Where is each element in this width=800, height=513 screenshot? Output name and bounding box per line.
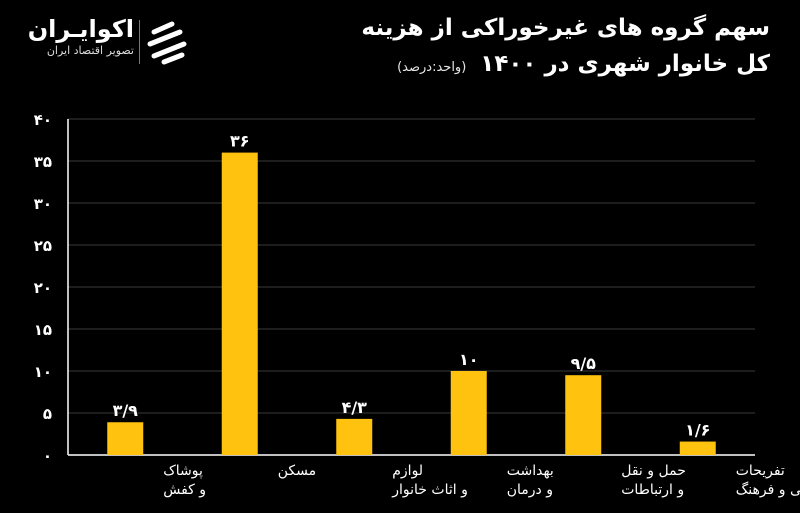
y-tick-label: ۳۰ xyxy=(34,195,52,213)
y-tick-label: ۱۵ xyxy=(34,321,52,339)
bar xyxy=(107,422,144,455)
y-tick-label: ۴۰ xyxy=(34,111,52,129)
y-tick-label: ۰ xyxy=(43,447,52,465)
bar-value-label: ۳/۹ xyxy=(113,401,139,420)
bar-value-label: ۱/۶ xyxy=(685,421,710,440)
bar xyxy=(221,152,258,455)
chart-title: سهم گروه های غیرخوراکی از هزینه کل خانوا… xyxy=(310,10,770,86)
x-tick-label: و اثاث خانوار xyxy=(391,482,468,498)
bar-value-label: ۴/۳ xyxy=(342,398,368,417)
x-tick-label: لوازم xyxy=(392,463,423,479)
bar-value-label: ۳۶ xyxy=(230,132,250,151)
x-tick-label: و درمان xyxy=(507,482,553,498)
y-tick-label: ۱۰ xyxy=(34,363,52,381)
bar-value-label: ۱۰ xyxy=(459,350,479,369)
x-tick-label: سرگرمی و فرهنگ xyxy=(736,481,800,498)
y-tick-label: ۲۰ xyxy=(34,279,52,297)
brand-mark-icon xyxy=(147,21,187,65)
chart-title-line-2: کل خانوار شهری در ۱۴۰۰ (واحد:درصد) xyxy=(310,46,770,86)
bar xyxy=(336,418,373,455)
brand-tagline: تصویر اقتصاد ایران xyxy=(46,44,134,57)
bar xyxy=(565,375,602,455)
x-tick-label: و ارتباطات xyxy=(621,482,684,498)
chart-unit: (واحد:درصد) xyxy=(397,60,467,75)
x-tick-label: مسکن xyxy=(278,463,316,479)
x-tick-label: تفریحات xyxy=(736,463,785,479)
x-tick-label: حمل و نقل xyxy=(621,463,686,479)
chart-title-line-1: سهم گروه های غیرخوراکی از هزینه xyxy=(361,15,770,41)
y-tick-label: ۲۵ xyxy=(34,237,52,255)
bar xyxy=(450,371,487,455)
brand-name: اکوایـران xyxy=(27,15,134,43)
chart-title-line-2-text: کل خانوار شهری در ۱۴۰۰ xyxy=(480,51,770,77)
x-tick-label: و کفش xyxy=(163,482,206,498)
bar-value-label: ۹/۵ xyxy=(571,354,597,373)
y-tick-label: ۳۵ xyxy=(34,153,52,171)
logo-divider xyxy=(139,20,140,64)
x-tick-label: پوشاک xyxy=(163,463,203,479)
brand-text: اکوایـران تصویر اقتصاد ایران xyxy=(24,14,134,58)
x-tick-label: بهداشت xyxy=(507,463,554,479)
y-tick-label: ۵ xyxy=(43,405,52,423)
bar xyxy=(679,441,716,455)
